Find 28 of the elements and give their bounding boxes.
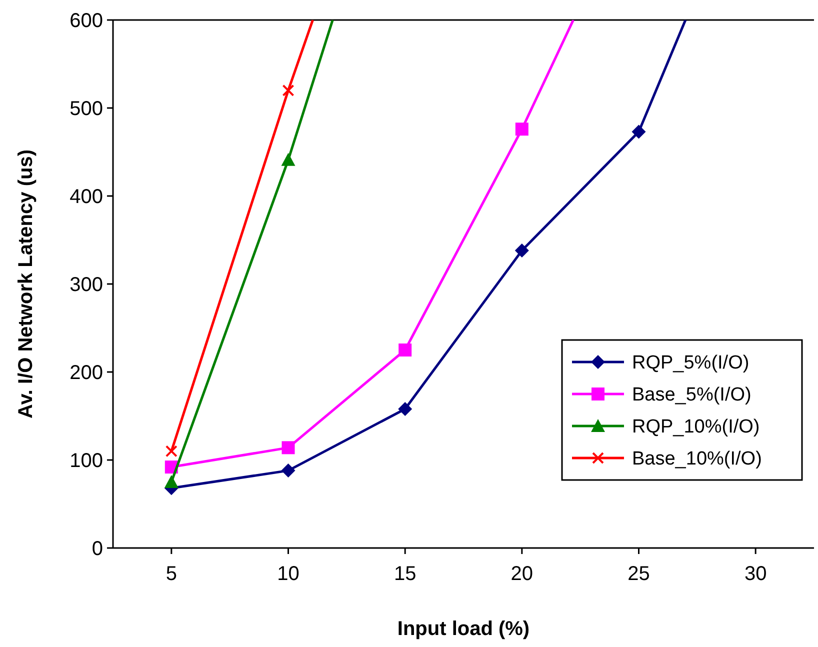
point: [281, 464, 296, 478]
point: [282, 441, 295, 454]
point: [514, 244, 529, 258]
point: [282, 84, 294, 96]
x-tick-label: 5: [166, 563, 177, 585]
x-tick-label: 25: [628, 563, 650, 585]
x-tick-label: 15: [394, 563, 416, 585]
x-tick-label: 20: [510, 563, 534, 585]
point: [515, 122, 528, 136]
y-tick-label: 400: [70, 186, 103, 208]
legend-label: Base_10%(I/O): [632, 448, 762, 470]
y-tick-label: 500: [70, 98, 103, 120]
x-tick-label: 10: [277, 563, 300, 585]
y-tick-label: 200: [70, 362, 103, 384]
point: [398, 402, 412, 416]
y-tick-label: 0: [92, 538, 103, 560]
x-tick-label: 30: [744, 563, 767, 585]
y-tick-label: 100: [70, 450, 103, 472]
y-axis-title: Av. I/O Network Latency (us): [15, 150, 37, 418]
x-axis-title: Input load (%): [397, 618, 530, 640]
y-tick-label: 600: [70, 10, 103, 32]
legend-label: Base_5%(I/O): [632, 384, 752, 406]
legend-label: RQP_5%(I/O): [632, 352, 750, 374]
y-tick-label: 300: [70, 274, 103, 296]
legend-label: RQP_10%(I/O): [632, 416, 760, 438]
point: [632, 124, 646, 139]
point: [165, 445, 178, 458]
point: [398, 344, 412, 356]
